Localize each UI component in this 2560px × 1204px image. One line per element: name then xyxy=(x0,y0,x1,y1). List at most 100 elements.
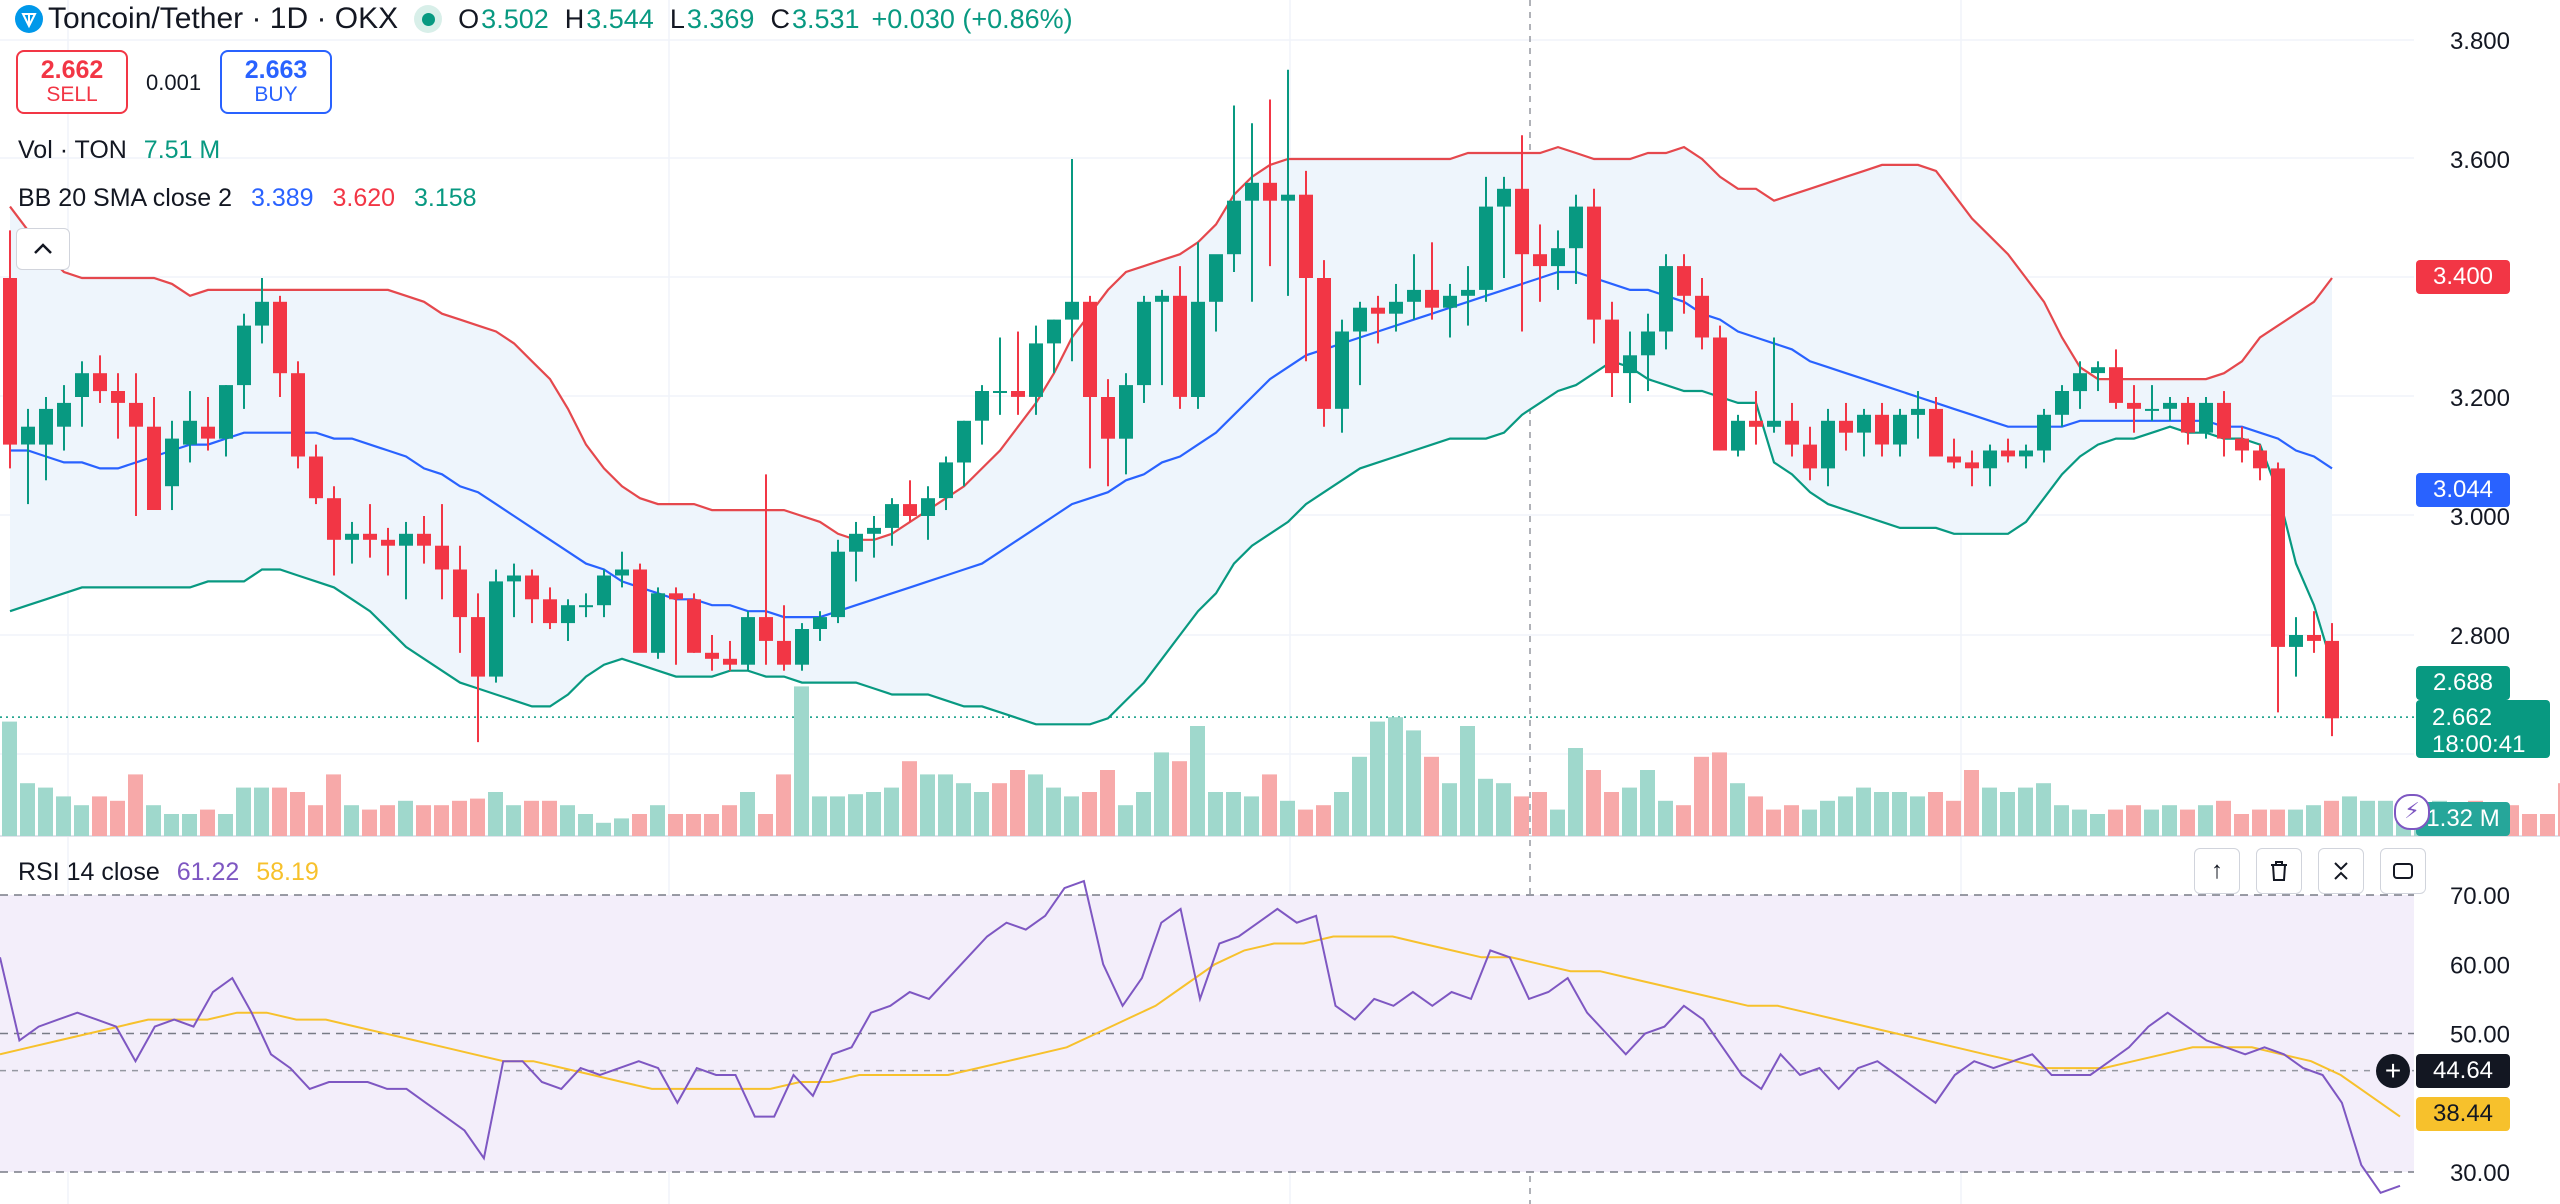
candle-body xyxy=(705,652,719,659)
candle-body xyxy=(2037,414,2051,451)
buy-button[interactable]: 2.663 BUY xyxy=(220,50,332,114)
toncoin-logo-icon xyxy=(15,5,43,33)
volume-bar xyxy=(956,783,971,836)
candle-body xyxy=(1155,295,1169,302)
volume-bar xyxy=(128,774,143,836)
volume-bar xyxy=(1208,792,1223,836)
volume-bar xyxy=(1532,792,1547,836)
rsi-value-tag: 44.64 xyxy=(2416,1054,2510,1088)
volume-bar xyxy=(290,792,305,836)
candlesticks[interactable] xyxy=(3,69,2339,743)
arrow-up-icon: ↑ xyxy=(2211,857,2223,884)
volume-bar xyxy=(2270,809,2285,836)
move-pane-up-button[interactable]: ↑ xyxy=(2194,848,2240,894)
candle-body xyxy=(201,426,215,439)
rsi-tick-label: 60.00 xyxy=(2450,952,2510,979)
candle-body xyxy=(1767,420,1781,427)
volume-bar xyxy=(1406,730,1421,836)
bollinger-upper-line xyxy=(9,145,2333,541)
volume-bar xyxy=(1118,805,1133,836)
volume-bar xyxy=(236,787,251,836)
volume-bar xyxy=(2360,800,2375,836)
volume-bar xyxy=(1550,809,1565,836)
maximize-pane-button[interactable] xyxy=(2380,848,2426,894)
market-status-icon xyxy=(414,5,443,33)
volume-bar xyxy=(902,761,917,836)
volume-bar xyxy=(164,814,179,836)
delete-pane-button[interactable] xyxy=(2256,848,2302,894)
candle-body xyxy=(1533,254,1547,267)
rsi-tick-label: 30.00 xyxy=(2450,1160,2510,1187)
candle-body xyxy=(1083,301,1097,397)
candle-body xyxy=(1713,337,1727,451)
candle-body xyxy=(777,640,791,665)
collapse-legend-button[interactable] xyxy=(16,228,70,270)
volume-bar xyxy=(2090,814,2105,836)
candle-body xyxy=(1911,408,1925,415)
volume-bar xyxy=(200,809,215,836)
volume-bar xyxy=(1028,774,1043,836)
candle-body xyxy=(1857,414,1871,433)
volume-bar xyxy=(1298,809,1313,836)
candle-body xyxy=(651,593,665,653)
candle-body xyxy=(1461,289,1475,296)
rsi-legend[interactable]: RSI 14 close 61.22 58.19 xyxy=(18,858,319,887)
candle-body xyxy=(165,438,179,487)
volume-legend[interactable]: Vol · TON 7.51 M xyxy=(18,136,220,165)
candle-body xyxy=(795,629,809,665)
candle-body xyxy=(561,605,575,624)
close-value: 3.531 xyxy=(791,3,860,34)
add-crosshair-button[interactable]: + xyxy=(2376,1054,2410,1088)
candle-body xyxy=(1065,301,1079,320)
candle-body xyxy=(1317,278,1331,409)
candle-body xyxy=(1749,420,1763,427)
volume-bar xyxy=(2108,809,2123,836)
open-label: O xyxy=(458,3,480,34)
volume-bar xyxy=(1424,756,1439,836)
volume-bar xyxy=(1982,787,1997,836)
volume-bar xyxy=(2522,814,2537,836)
bollinger-basis-value: 3.389 xyxy=(250,184,314,212)
volume-bar xyxy=(1460,726,1475,836)
candle-body xyxy=(993,391,1007,393)
volume-bar xyxy=(1496,783,1511,836)
rsi-ma-line xyxy=(0,935,2401,1118)
volume-bar xyxy=(1856,787,1871,836)
volume-bar xyxy=(110,800,125,836)
volume-bar xyxy=(1604,792,1619,836)
candle-body xyxy=(1407,289,1421,302)
volume-bar xyxy=(1082,792,1097,836)
volume-bar xyxy=(1388,717,1403,836)
candle-body xyxy=(435,545,449,570)
lightning-icon[interactable]: ⚡ xyxy=(2394,794,2430,830)
price-tick-label: 2.800 xyxy=(2450,623,2510,650)
candle-body xyxy=(1893,414,1907,445)
volume-bar xyxy=(722,805,737,836)
volume-bar xyxy=(326,774,341,836)
candle-body xyxy=(453,569,467,618)
volume-bar xyxy=(1928,792,1943,836)
volume-bar xyxy=(1244,796,1259,836)
low-value: 3.369 xyxy=(686,3,755,34)
candle-body xyxy=(1785,420,1799,445)
collapse-pane-button[interactable] xyxy=(2318,848,2364,894)
candle-body xyxy=(543,599,557,624)
candle-body xyxy=(867,527,881,534)
candle-body xyxy=(507,575,521,582)
symbol-title[interactable]: Toncoin/Tether · 1D · OKX xyxy=(48,2,399,35)
volume-bar xyxy=(830,796,845,836)
spread-value: 0.001 xyxy=(146,70,202,95)
candle-body xyxy=(1281,194,1295,201)
candle-body xyxy=(1605,319,1619,374)
bollinger-legend[interactable]: BB 20 SMA close 2 3.389 3.620 3.158 xyxy=(18,184,477,213)
volume-bar xyxy=(1964,770,1979,836)
price-tick-label: 3.800 xyxy=(2450,28,2510,55)
candle-body xyxy=(579,605,593,608)
candle-body xyxy=(1731,420,1745,451)
rsi-pane[interactable] xyxy=(0,879,2414,1195)
last-price-value: 2.662 xyxy=(2432,704,2493,731)
candle-body xyxy=(1227,200,1241,255)
sell-button[interactable]: 2.662 SELL xyxy=(16,50,128,114)
volume-bar xyxy=(2324,800,2339,836)
